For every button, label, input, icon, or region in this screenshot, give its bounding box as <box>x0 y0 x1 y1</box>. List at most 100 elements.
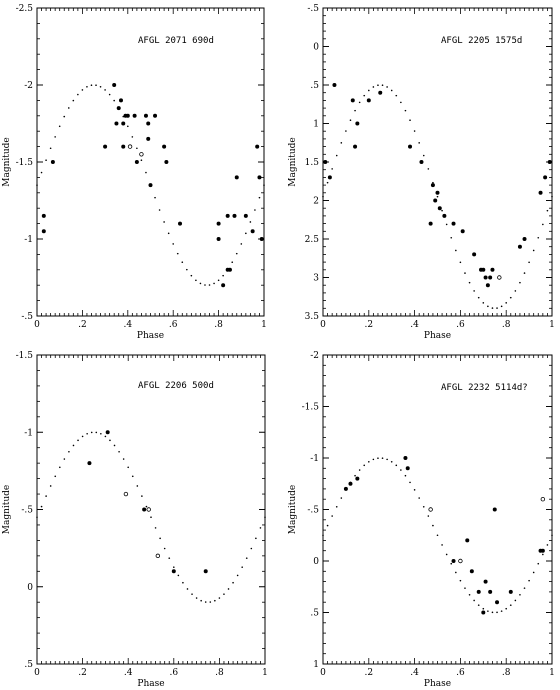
observation-point <box>50 160 55 164</box>
observation-point <box>41 213 46 218</box>
model-curve-point <box>386 458 388 461</box>
observation-point <box>472 252 477 257</box>
model-curve-point <box>537 236 540 239</box>
y-tick-label: -.5 <box>21 312 33 322</box>
observation-point <box>227 267 232 272</box>
x-axis-label: Phase <box>137 331 164 341</box>
model-curve-point <box>232 581 234 584</box>
y-tick-label: -1 <box>310 454 319 464</box>
model-curve-point <box>177 574 180 577</box>
model-curve-point <box>358 469 361 471</box>
x-tick-label: .2 <box>78 320 87 330</box>
model-curve-point <box>500 305 503 308</box>
model-curve-point <box>95 84 97 86</box>
model-curve-point <box>464 272 466 274</box>
model-curve-point <box>254 209 256 211</box>
model-curve-point <box>214 599 216 602</box>
observation-point <box>469 569 474 574</box>
x-tick-label: .4 <box>410 320 419 330</box>
x-tick-label: .2 <box>365 320 374 330</box>
model-curve-point <box>441 544 443 546</box>
model-curve-point <box>409 119 411 122</box>
model-curve-point <box>245 557 248 559</box>
x-tick-label: 0 <box>34 320 40 330</box>
y-tick-label: 1 <box>313 660 319 670</box>
model-curve-point <box>113 444 116 447</box>
y-tick-label: 3 <box>313 274 319 284</box>
model-curve-point <box>368 89 370 92</box>
y-tick-label: -1.5 <box>16 351 34 361</box>
y-tick-label: 1 <box>313 120 319 130</box>
observation-point <box>232 213 237 218</box>
model-curve-point <box>145 505 148 508</box>
model-curve-point <box>108 93 111 96</box>
model-curve-point <box>390 460 393 463</box>
model-curve-point <box>400 469 402 471</box>
model-curve-point <box>386 86 388 88</box>
observation-point <box>485 283 490 288</box>
model-curve-point <box>340 497 343 499</box>
model-curve-point <box>131 136 134 138</box>
model-curve-point <box>81 89 84 91</box>
model-curve-point <box>122 458 125 460</box>
model-curve-point <box>100 432 102 435</box>
model-curve-point <box>163 547 166 550</box>
observation-point <box>366 98 371 103</box>
observation-point <box>162 144 167 149</box>
y-tick-label: .5 <box>310 609 319 619</box>
x-axis-label: Phase <box>424 679 451 689</box>
observation-point <box>121 121 126 126</box>
model-curve-point <box>145 171 147 174</box>
model-curve-point <box>173 566 175 568</box>
observation-point <box>476 589 481 594</box>
observation-point <box>216 221 221 226</box>
y-tick-label: -2 <box>310 351 319 361</box>
model-curve-point <box>86 85 88 88</box>
observation-point <box>460 229 465 234</box>
observation-point <box>221 283 226 288</box>
model-curve-point <box>63 115 66 118</box>
model-curve-point <box>223 593 225 595</box>
model-curve-point <box>95 431 98 434</box>
model-curve-point <box>204 284 206 286</box>
y-axis-label: Magnitude <box>2 485 12 535</box>
model-curve-point <box>186 268 188 271</box>
x-tick-label: .4 <box>124 320 133 330</box>
model-curve-point <box>551 534 553 537</box>
plot-frame <box>36 354 266 665</box>
model-curve-point <box>245 232 247 235</box>
model-curve-point <box>395 94 398 97</box>
observation-point <box>350 98 355 103</box>
observation-point <box>451 221 456 226</box>
x-axis-label: Phase <box>424 331 451 341</box>
model-curve-point <box>404 109 407 112</box>
model-curve-point <box>77 93 79 96</box>
model-curve-point <box>259 527 262 529</box>
model-curve-point <box>473 290 475 292</box>
model-curve-point <box>77 439 79 442</box>
x-tick-label: .4 <box>124 668 133 678</box>
model-curve-point <box>491 307 494 309</box>
model-curve-point <box>81 435 84 438</box>
model-curve-point <box>213 282 215 285</box>
y-tick-label: -1 <box>24 428 33 438</box>
model-curve-point <box>63 458 66 460</box>
x-tick-label: 1 <box>262 668 268 678</box>
model-curve-point <box>354 474 356 477</box>
model-curve-point <box>482 302 485 304</box>
model-curve-point <box>473 599 475 602</box>
observation-point <box>116 106 121 111</box>
x-tick-label: .6 <box>456 668 465 678</box>
model-curve-point <box>231 261 234 264</box>
observation-point <box>41 229 46 234</box>
model-curve-point <box>131 475 134 478</box>
chart-panel-3: 0.2.4.6.8 1-1.5-1-.50.5PhaseMagnitudeAFGL… <box>2 351 268 689</box>
observation-point <box>488 589 493 594</box>
model-curve-point <box>136 485 139 487</box>
model-curve-point <box>195 597 198 599</box>
observation-point <box>540 548 545 553</box>
chart-title: AFGL 2205 1575d <box>441 36 522 46</box>
model-curve-point <box>176 252 179 255</box>
model-curve-point <box>354 109 356 112</box>
model-curve-point <box>546 544 549 546</box>
